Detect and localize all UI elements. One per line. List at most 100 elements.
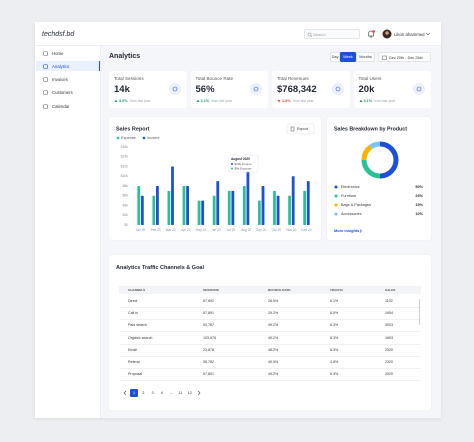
bar <box>140 195 144 225</box>
search-box[interactable]: Search <box>304 29 360 39</box>
kpi-value: 56% <box>195 84 215 95</box>
more-insights-link[interactable]: More insights <box>334 228 359 233</box>
bar <box>197 200 201 225</box>
table-cell: Call in <box>128 311 138 316</box>
page-button[interactable]: 1 <box>130 388 138 397</box>
sales-breakdown-chart: Sales Breakdown by Product Electronics 50%… <box>334 126 424 233</box>
sidebar-item[interactable]: Home <box>36 48 100 58</box>
export-label[interactable]: Export <box>297 127 309 131</box>
sales-report-card: Sales Report Export Expense Income $0 $2k $4k $… <box>109 117 321 240</box>
row-separator <box>119 343 421 345</box>
value-label: 15% <box>415 203 423 207</box>
page-number: 11 <box>178 390 183 395</box>
export-button[interactable] <box>286 123 315 135</box>
date-range[interactable]: Dec 20th - Dec 26th <box>378 52 431 62</box>
kpi-value: $768,342 <box>277 84 317 95</box>
y-tick-label: $0 <box>124 223 128 227</box>
sidebar-icon <box>43 50 48 56</box>
page-button[interactable]: 3 <box>149 389 157 397</box>
sidebar-item[interactable]: Invoices <box>36 75 100 85</box>
table-header-row <box>119 286 421 294</box>
page-button[interactable]: 2 <box>139 389 147 397</box>
sidebar-item[interactable]: Analytics <box>36 61 100 72</box>
kpi-change: 3.5% <box>119 98 128 103</box>
sidebar-item[interactable]: Customers <box>36 88 100 98</box>
table-cell: 38,782 <box>203 360 214 364</box>
table-cell: 57,891 <box>203 311 214 316</box>
table-cell: 29.2% <box>268 311 279 316</box>
y-tick-label: $10k <box>121 174 129 178</box>
tooltip-title: August 2020 <box>231 157 250 161</box>
kpi-label: Total Sessions <box>114 76 144 81</box>
table-cell: 2520 <box>385 347 393 352</box>
table-cell: 8.5% <box>330 311 339 316</box>
kpi-card: Total Sessions 14k 3.5% from last year <box>109 71 187 108</box>
row-separator <box>119 319 421 320</box>
kpi-label: Total Users <box>358 76 382 81</box>
bar <box>156 186 159 225</box>
sidebar-label: Calendar <box>52 103 70 109</box>
icon-shape <box>43 77 48 82</box>
top-bar <box>35 22 441 46</box>
user-menu-chevron[interactable] <box>425 31 431 37</box>
period-label: Day <box>331 55 339 60</box>
table-cell: 8.3% <box>330 335 339 340</box>
trend-arrow <box>196 99 199 102</box>
period-tab[interactable]: Week <box>340 52 356 62</box>
kpi-icon-glyph <box>253 86 259 92</box>
column-header: SESSIONS <box>203 288 219 293</box>
date-range-text: Dec 20th - Dec 26th <box>389 55 423 60</box>
row-separator <box>119 380 421 381</box>
table-cell: Proposal <box>128 372 143 377</box>
table-cell: 8.4% <box>330 372 339 377</box>
kpi-icon <box>331 83 344 95</box>
kpi-note: from last year <box>211 98 233 103</box>
scrollbar <box>419 299 421 325</box>
y-tick-label: $8k <box>123 184 129 188</box>
table-cell: 26.5% <box>268 299 279 303</box>
y-tick-label: $12k <box>121 164 129 168</box>
trend-arrow-shape <box>359 99 362 102</box>
trend-arrow <box>359 99 362 102</box>
page-button[interactable]: 11 <box>177 389 185 397</box>
sidebar-item[interactable]: Calendar <box>36 101 100 111</box>
legend-label: Accessories <box>341 212 362 216</box>
table-cell: 53,787 <box>203 323 214 328</box>
x-tick-label: Jul 20 <box>227 228 236 232</box>
user-name[interactable]: Likon ahammed <box>394 31 425 37</box>
legend-swatch <box>334 203 338 207</box>
sidebar-icon <box>43 63 48 69</box>
bar <box>258 200 261 225</box>
bar <box>182 186 186 225</box>
y-tick-label: $16k <box>121 145 129 149</box>
page-button[interactable]: 4 <box>158 389 166 397</box>
bar <box>227 190 231 225</box>
icon-shape <box>43 103 48 109</box>
x-tick-label: Apr 20 <box>181 228 191 232</box>
pie-segment <box>361 159 381 179</box>
period-label: Months <box>359 55 372 60</box>
table-cell: 1654 <box>385 311 393 316</box>
row-separator <box>119 368 421 369</box>
table-cell: 4.8% <box>330 360 339 364</box>
chart-title: Sales Report <box>116 126 150 132</box>
legend-label: Income <box>147 136 159 140</box>
page-button[interactable]: 12 <box>186 389 194 397</box>
period-label: Week <box>343 55 353 60</box>
chart-title: Sales Breakdown by Product <box>334 126 407 132</box>
kpi-icon-glyph <box>172 86 177 92</box>
sidebar-label: Invoices <box>52 77 68 83</box>
page-button[interactable]: ... <box>167 389 175 397</box>
trend-arrow-shape <box>114 99 118 102</box>
sidebar-icon <box>43 103 48 109</box>
notification-bell[interactable] <box>366 29 376 39</box>
icon-shape <box>43 63 48 69</box>
icon-shape <box>43 50 48 56</box>
period-tab[interactable]: Months <box>356 52 375 62</box>
icon-shape <box>43 90 48 96</box>
bar <box>212 195 216 225</box>
period-tab[interactable]: Day <box>330 52 340 62</box>
page-number: 2 <box>142 390 145 395</box>
kpi-note: from last year <box>130 98 151 103</box>
avatar[interactable] <box>382 29 392 39</box>
